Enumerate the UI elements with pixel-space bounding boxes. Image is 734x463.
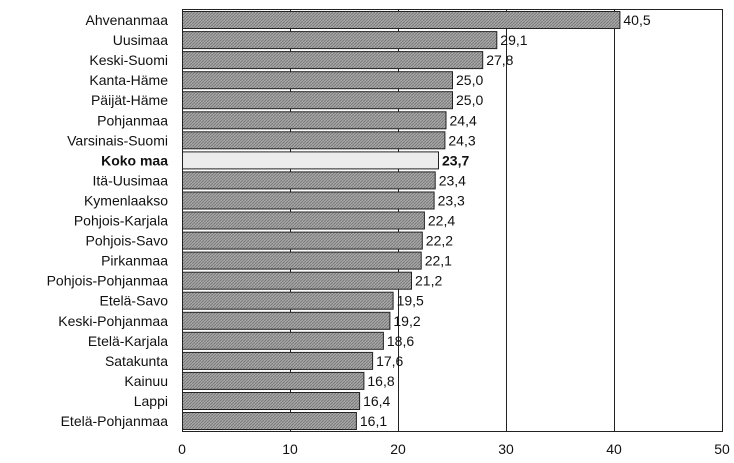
data-label: 19,5 bbox=[397, 293, 424, 309]
bar bbox=[182, 271, 412, 290]
category-label: Etelä-Karjala bbox=[88, 333, 168, 349]
data-label: 25,0 bbox=[456, 72, 483, 88]
category-label: Pohjanmaa bbox=[97, 112, 168, 128]
category-label: Etelä-Savo bbox=[100, 293, 169, 309]
category-label: Keski-Suomi bbox=[89, 52, 168, 68]
data-label: 18,6 bbox=[387, 333, 414, 349]
data-label: 24,4 bbox=[450, 112, 477, 128]
category-label: Päijät-Häme bbox=[91, 92, 168, 108]
value-labels: 40,529,127,825,025,024,424,323,723,423,3… bbox=[360, 12, 651, 429]
category-label: Pohjois-Pohjanmaa bbox=[47, 273, 169, 289]
category-label: Etelä-Pohjanmaa bbox=[61, 413, 169, 429]
data-label: 23,7 bbox=[442, 152, 469, 168]
category-label: Pohjois-Karjala bbox=[74, 213, 168, 229]
data-label: 40,5 bbox=[623, 12, 650, 28]
bar bbox=[182, 31, 498, 50]
category-label: Koko maa bbox=[101, 152, 168, 168]
bar bbox=[182, 351, 374, 370]
category-label: Keski-Pohjanmaa bbox=[58, 313, 168, 329]
bar bbox=[182, 71, 453, 90]
data-label: 22,1 bbox=[425, 253, 452, 269]
tick-label: 0 bbox=[178, 441, 186, 457]
bar bbox=[182, 371, 365, 390]
data-label: 22,2 bbox=[426, 233, 453, 249]
bar bbox=[182, 11, 621, 29]
plot-frame bbox=[182, 9, 723, 432]
data-label: 17,6 bbox=[376, 353, 403, 369]
category-label: Kymenlaakso bbox=[84, 193, 168, 209]
bar bbox=[182, 131, 446, 150]
data-label: 23,3 bbox=[438, 193, 465, 209]
data-label: 25,0 bbox=[456, 92, 483, 108]
category-label: Ahvenanmaa bbox=[85, 12, 168, 28]
data-label: 21,2 bbox=[415, 273, 442, 289]
category-label: Lappi bbox=[134, 393, 168, 409]
bar bbox=[182, 251, 422, 270]
bar bbox=[182, 51, 484, 70]
category-label: Kainuu bbox=[124, 373, 168, 389]
data-label: 24,3 bbox=[448, 132, 475, 148]
data-label: 23,4 bbox=[439, 172, 466, 188]
bar bbox=[182, 412, 357, 430]
bar bbox=[182, 191, 435, 210]
bar bbox=[182, 211, 425, 230]
bar bbox=[182, 392, 361, 410]
tick-label: 10 bbox=[282, 441, 298, 457]
data-label: 16,1 bbox=[360, 413, 387, 429]
category-label: Kanta-Häme bbox=[89, 72, 168, 88]
category-label: Pirkanmaa bbox=[101, 253, 168, 269]
data-label: 29,1 bbox=[500, 32, 527, 48]
data-label: 27,8 bbox=[486, 52, 513, 68]
category-label: Satakunta bbox=[105, 353, 168, 369]
bar bbox=[182, 231, 423, 250]
category-label: Uusimaa bbox=[113, 32, 168, 48]
data-label: 19,2 bbox=[393, 313, 420, 329]
tick-label: 30 bbox=[498, 441, 514, 457]
category-label: Itä-Uusimaa bbox=[93, 172, 169, 188]
bar bbox=[182, 171, 436, 190]
category-labels: Ahvenanmaa Uusimaa Keski-Suomi Kanta-Häme Pä… bbox=[47, 12, 169, 429]
category-label: Varsinais-Suomi bbox=[67, 132, 168, 148]
bar bbox=[182, 291, 394, 310]
data-label: 16,4 bbox=[363, 393, 390, 409]
bar bbox=[182, 111, 447, 130]
data-label: 22,4 bbox=[428, 213, 455, 229]
data-label: 16,8 bbox=[367, 373, 394, 389]
category-label: Pohjois-Savo bbox=[86, 233, 169, 249]
x-axis-ticks: 0 10 20 30 40 50 bbox=[178, 441, 730, 457]
bar bbox=[182, 331, 384, 350]
tick-label: 50 bbox=[714, 441, 730, 457]
tick-label: 40 bbox=[606, 441, 622, 457]
tick-label: 20 bbox=[390, 441, 406, 457]
bar bbox=[182, 311, 391, 330]
bar bbox=[182, 151, 439, 170]
bar bbox=[182, 91, 453, 110]
